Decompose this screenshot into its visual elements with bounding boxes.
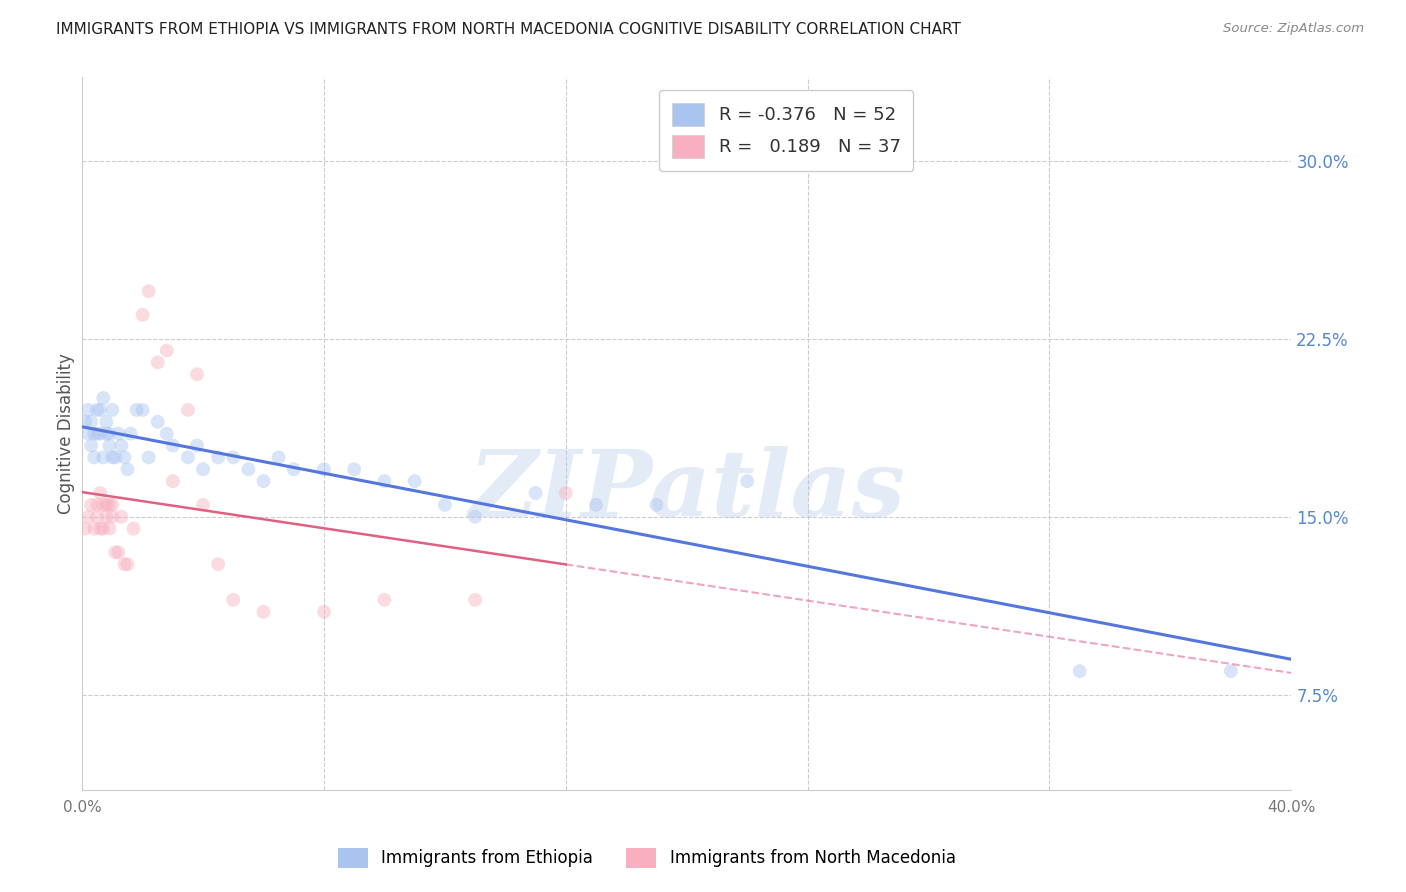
Point bbox=[120, 426, 142, 441]
Point bbox=[131, 308, 153, 322]
Legend: Immigrants from Ethiopia, Immigrants from North Macedonia: Immigrants from Ethiopia, Immigrants fro… bbox=[332, 841, 962, 875]
Point bbox=[238, 462, 260, 476]
Point bbox=[464, 509, 486, 524]
Point bbox=[524, 486, 547, 500]
Point bbox=[222, 450, 245, 465]
Point bbox=[89, 486, 111, 500]
Point bbox=[107, 545, 129, 559]
Point bbox=[101, 403, 124, 417]
Point bbox=[162, 438, 184, 452]
Point bbox=[1069, 664, 1091, 678]
Point bbox=[1219, 664, 1241, 678]
Point bbox=[110, 438, 132, 452]
Point bbox=[98, 438, 121, 452]
Point bbox=[177, 403, 200, 417]
Text: IMMIGRANTS FROM ETHIOPIA VS IMMIGRANTS FROM NORTH MACEDONIA COGNITIVE DISABILITY: IMMIGRANTS FROM ETHIOPIA VS IMMIGRANTS F… bbox=[56, 22, 962, 37]
Point bbox=[343, 462, 366, 476]
Point bbox=[77, 403, 100, 417]
Point bbox=[122, 522, 145, 536]
Point bbox=[114, 450, 136, 465]
Point bbox=[373, 592, 395, 607]
Point bbox=[464, 592, 486, 607]
Point bbox=[107, 426, 129, 441]
Point bbox=[404, 474, 426, 488]
Y-axis label: Cognitive Disability: Cognitive Disability bbox=[58, 353, 75, 514]
Point bbox=[207, 450, 229, 465]
Point bbox=[101, 509, 124, 524]
Point bbox=[433, 498, 456, 512]
Point bbox=[207, 558, 229, 572]
Point bbox=[131, 403, 153, 417]
Point bbox=[86, 509, 108, 524]
Point bbox=[77, 426, 100, 441]
Point bbox=[91, 391, 114, 405]
Point bbox=[86, 426, 108, 441]
Point bbox=[146, 415, 169, 429]
Point bbox=[252, 605, 274, 619]
Point bbox=[77, 509, 100, 524]
Point bbox=[373, 474, 395, 488]
Point bbox=[96, 498, 118, 512]
Point bbox=[80, 438, 103, 452]
Point bbox=[138, 284, 160, 298]
Point bbox=[98, 426, 121, 441]
Point bbox=[114, 558, 136, 572]
Point bbox=[156, 343, 179, 358]
Point bbox=[83, 522, 105, 536]
Point bbox=[252, 474, 274, 488]
Point bbox=[156, 426, 179, 441]
Point bbox=[117, 462, 139, 476]
Point bbox=[177, 450, 200, 465]
Point bbox=[146, 355, 169, 369]
Point bbox=[86, 403, 108, 417]
Text: Source: ZipAtlas.com: Source: ZipAtlas.com bbox=[1223, 22, 1364, 36]
Text: ZIPatlas: ZIPatlas bbox=[468, 446, 905, 535]
Point bbox=[735, 474, 758, 488]
Point bbox=[104, 450, 127, 465]
Point bbox=[186, 368, 208, 382]
Point bbox=[89, 522, 111, 536]
Point bbox=[91, 450, 114, 465]
Point bbox=[83, 426, 105, 441]
Point bbox=[83, 450, 105, 465]
Point bbox=[267, 450, 290, 465]
Legend: R = -0.376   N = 52, R =   0.189   N = 37: R = -0.376 N = 52, R = 0.189 N = 37 bbox=[659, 90, 914, 170]
Point bbox=[91, 498, 114, 512]
Point bbox=[312, 605, 335, 619]
Point bbox=[80, 415, 103, 429]
Point bbox=[91, 522, 114, 536]
Point bbox=[96, 426, 118, 441]
Point bbox=[191, 498, 214, 512]
Point bbox=[186, 438, 208, 452]
Point bbox=[585, 498, 607, 512]
Point bbox=[75, 415, 97, 429]
Point bbox=[117, 558, 139, 572]
Point bbox=[89, 403, 111, 417]
Point bbox=[96, 415, 118, 429]
Point bbox=[104, 545, 127, 559]
Point bbox=[222, 592, 245, 607]
Point bbox=[96, 509, 118, 524]
Point bbox=[162, 474, 184, 488]
Point bbox=[554, 486, 576, 500]
Point bbox=[138, 450, 160, 465]
Point bbox=[80, 498, 103, 512]
Point bbox=[312, 462, 335, 476]
Point bbox=[101, 450, 124, 465]
Point bbox=[86, 498, 108, 512]
Point bbox=[191, 462, 214, 476]
Point bbox=[75, 522, 97, 536]
Point bbox=[98, 522, 121, 536]
Point bbox=[101, 498, 124, 512]
Point bbox=[283, 462, 305, 476]
Point bbox=[89, 426, 111, 441]
Point bbox=[98, 498, 121, 512]
Point bbox=[645, 498, 668, 512]
Point bbox=[110, 509, 132, 524]
Point bbox=[125, 403, 148, 417]
